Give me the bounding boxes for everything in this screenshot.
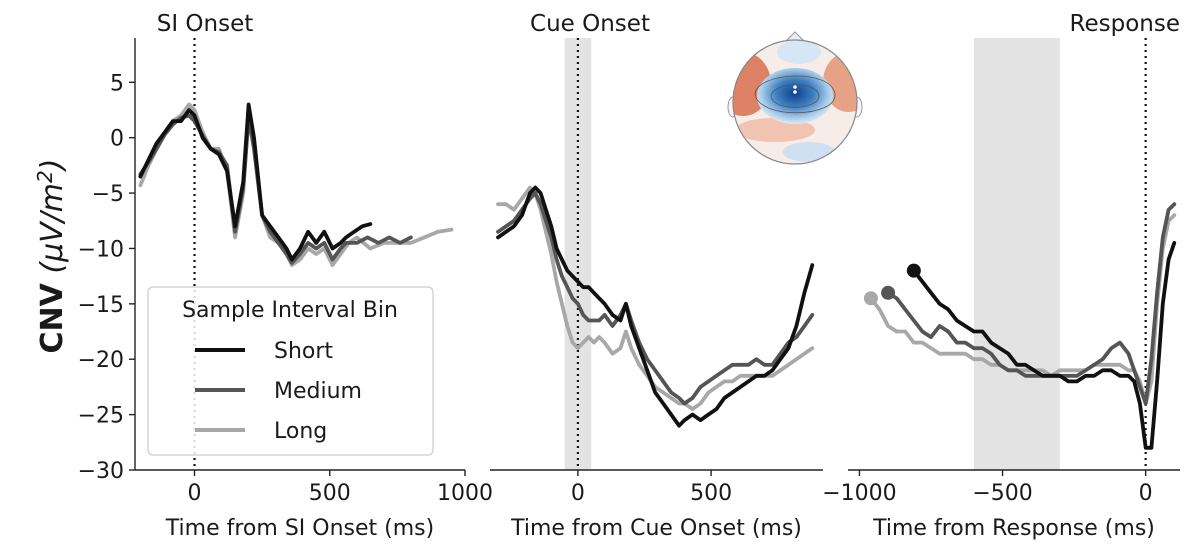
electrode-dot-2 xyxy=(793,90,797,94)
x-tick-label: 1000 xyxy=(437,481,493,506)
series-line-short xyxy=(496,185,815,428)
x-tick-label: −500 xyxy=(972,481,1032,506)
y-axis-label: CNV (μV/m2) xyxy=(33,159,70,354)
y-tick-label: 0 xyxy=(110,127,124,152)
y-tick-label: −5 xyxy=(92,182,124,207)
y-tick-label: −25 xyxy=(78,404,124,429)
y-tick-label: −30 xyxy=(78,459,124,484)
y-tick-label: −20 xyxy=(78,348,124,373)
legend-title: Sample Interval Bin xyxy=(182,298,398,323)
series-line-long xyxy=(496,185,815,412)
series-line-short xyxy=(138,102,373,262)
shaded-region xyxy=(973,38,1060,470)
panel-response: −1000 −500 0 Response Time from Response (ms… xyxy=(822,11,1180,541)
head-outline xyxy=(732,39,858,165)
legend-label-long: Long xyxy=(274,419,327,444)
y-tick-label: 5 xyxy=(110,71,124,96)
x-tick-label: 0 xyxy=(188,481,202,506)
x-tick-label: 500 xyxy=(690,481,732,506)
x-tick-label: 0 xyxy=(571,481,585,506)
start-marker-short xyxy=(906,263,921,278)
panel-cue-onset: 0 500 Cue Onset Time from Cue Onset (ms) xyxy=(490,11,823,541)
x-axis-label: Time from SI Onset (ms) xyxy=(165,516,434,541)
x-tick-label: −1000 xyxy=(822,481,896,506)
x-axis-label: Time from Cue Onset (ms) xyxy=(510,516,802,541)
x-tick-label: 500 xyxy=(309,481,351,506)
y-tick-label: −10 xyxy=(78,237,124,262)
x-tick-label: 0 xyxy=(1139,481,1153,506)
x-axis-label: Time from Response (ms) xyxy=(872,516,1155,541)
panel-title: Cue Onset xyxy=(530,11,650,37)
legend-label-medium: Medium xyxy=(274,379,362,404)
legend-label-short: Short xyxy=(274,339,333,364)
start-marker-long xyxy=(863,291,878,306)
scalp-topography-inset xyxy=(727,31,863,165)
panel-title: SI Onset xyxy=(157,11,254,37)
y-tick-label: −15 xyxy=(78,293,124,318)
legend-frame xyxy=(147,286,434,456)
series-line-medium xyxy=(138,113,413,265)
start-marker-medium xyxy=(881,285,896,300)
electrode-dot-1 xyxy=(793,85,797,89)
series-line-short xyxy=(911,240,1177,450)
panel-title: Response xyxy=(1070,11,1180,37)
panel-si-onset: 0 500 1000 5 0 −5 −10 −15 −20 −25 −30 SI Onset Time … xyxy=(78,11,493,541)
legend: Sample Interval Bin Short Medium Long xyxy=(147,286,434,456)
